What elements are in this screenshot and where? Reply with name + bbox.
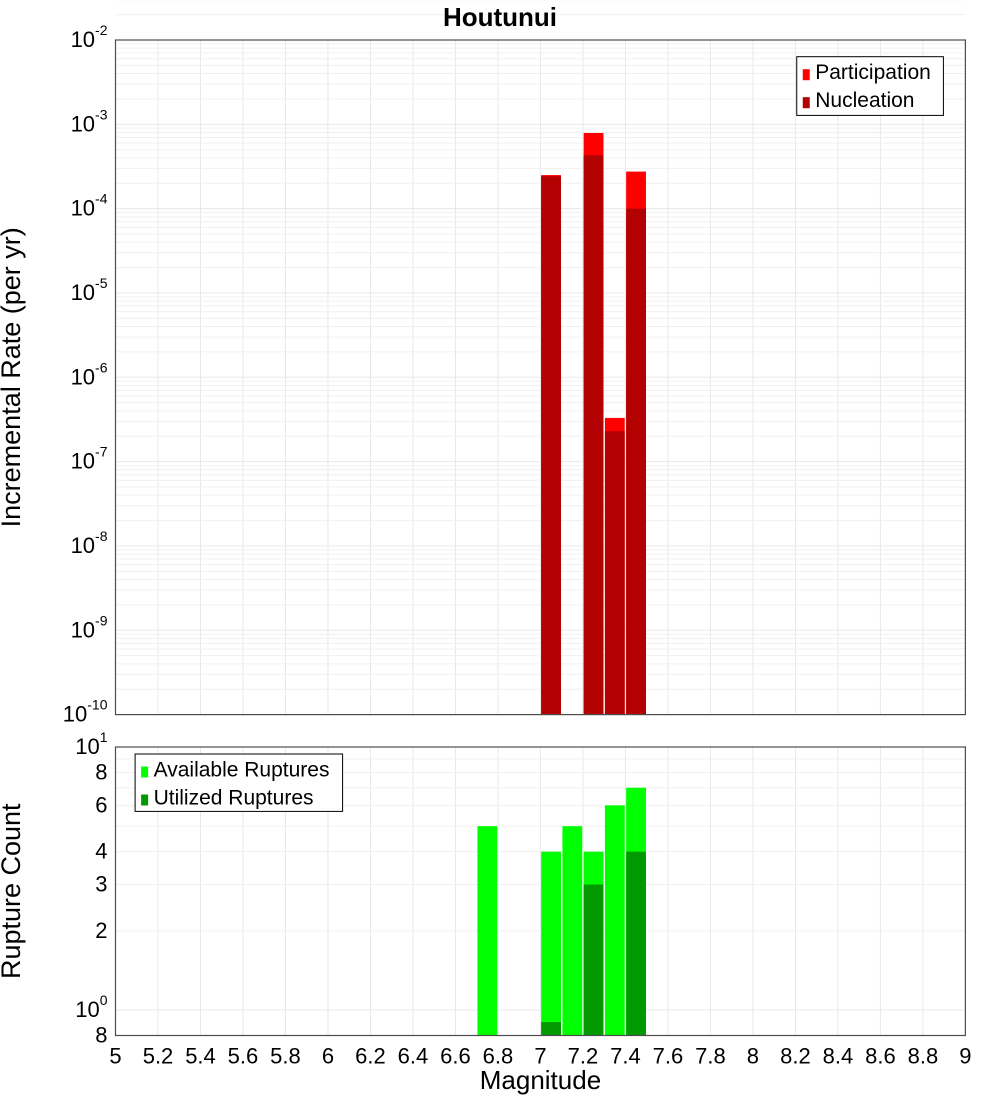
svg-text:101: 101 (75, 729, 107, 759)
svg-text:100: 100 (75, 992, 107, 1022)
svg-text:5.2: 5.2 (143, 1044, 174, 1069)
svg-text:5.8: 5.8 (270, 1044, 301, 1069)
svg-text:Magnitude: Magnitude (480, 1065, 601, 1095)
svg-text:10-4: 10-4 (71, 191, 108, 221)
svg-text:8: 8 (747, 1044, 759, 1069)
svg-text:8.2: 8.2 (780, 1044, 811, 1069)
svg-text:5: 5 (109, 1044, 121, 1069)
svg-text:8: 8 (95, 1023, 107, 1048)
svg-text:7.4: 7.4 (610, 1044, 641, 1069)
svg-text:10-7: 10-7 (71, 444, 108, 474)
svg-text:6.4: 6.4 (398, 1044, 429, 1069)
svg-text:10-8: 10-8 (71, 528, 108, 558)
svg-text:10-2: 10-2 (71, 22, 108, 52)
svg-text:6.6: 6.6 (440, 1044, 471, 1069)
svg-text:10-6: 10-6 (71, 359, 108, 389)
svg-text:10-5: 10-5 (71, 275, 108, 305)
svg-text:Participation: Participation (815, 61, 931, 84)
svg-text:8.6: 8.6 (865, 1044, 896, 1069)
svg-text:9: 9 (959, 1044, 971, 1069)
svg-text:Utilized Ruptures: Utilized Ruptures (154, 787, 314, 810)
svg-text:3: 3 (95, 872, 107, 897)
svg-text:5.4: 5.4 (185, 1044, 216, 1069)
svg-text:Available Ruptures: Available Ruptures (154, 759, 330, 782)
svg-text:Incremental Rate (per yr): Incremental Rate (per yr) (0, 227, 26, 527)
svg-text:8.4: 8.4 (823, 1044, 854, 1069)
svg-text:10-10: 10-10 (63, 697, 108, 727)
svg-text:10-9: 10-9 (71, 612, 108, 642)
svg-text:8: 8 (95, 759, 107, 784)
svg-text:2: 2 (95, 918, 107, 943)
svg-text:Nucleation: Nucleation (815, 89, 914, 112)
svg-text:7.6: 7.6 (653, 1044, 684, 1069)
svg-text:6: 6 (95, 792, 107, 817)
svg-text:8.8: 8.8 (908, 1044, 939, 1069)
svg-text:4: 4 (95, 839, 107, 864)
svg-text:6: 6 (322, 1044, 334, 1069)
svg-text:Rupture Count: Rupture Count (0, 803, 26, 979)
svg-text:7.8: 7.8 (695, 1044, 726, 1069)
svg-text:5.6: 5.6 (228, 1044, 259, 1069)
svg-text:6.2: 6.2 (355, 1044, 386, 1069)
svg-text:Houtunui: Houtunui (443, 2, 557, 32)
svg-text:10-3: 10-3 (71, 106, 108, 136)
